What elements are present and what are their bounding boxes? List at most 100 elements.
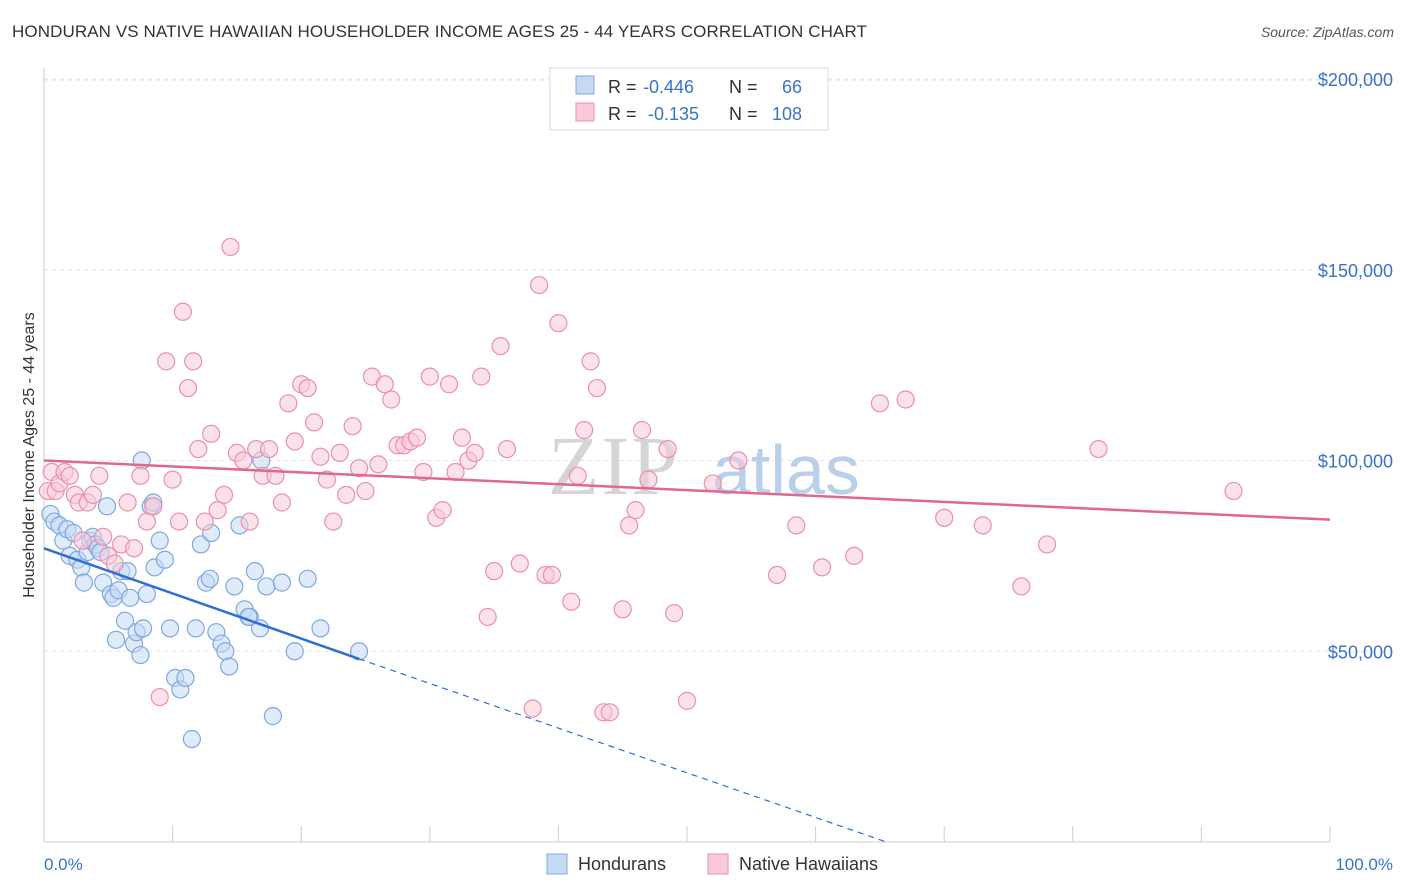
point-native-hawaiians — [562, 592, 581, 611]
point-native-hawaiians — [478, 607, 497, 627]
point-hondurans — [74, 573, 93, 592]
point-native-hawaiians — [184, 352, 203, 371]
stats-n-value-hondurans: 66 — [782, 77, 802, 97]
point-native-hawaiians — [465, 443, 484, 463]
point-native-hawaiians — [620, 516, 639, 535]
y-tick-label: $200,000 — [1318, 70, 1393, 90]
point-native-hawaiians — [787, 516, 806, 535]
stats-swatch-hondurans — [575, 75, 595, 95]
point-hondurans — [133, 619, 153, 638]
point-native-hawaiians — [279, 394, 298, 413]
point-hondurans — [150, 531, 169, 550]
point-native-hawaiians — [491, 336, 510, 356]
y-tick-labels: $50,000 $100,000 $150,000 $200,000 — [1318, 70, 1393, 662]
point-native-hawaiians — [144, 497, 163, 516]
source-label: Source: ZipAtlas.com — [1260, 24, 1394, 40]
stats-n-value-native-hawaiians: 108 — [772, 104, 802, 124]
point-native-hawaiians — [472, 367, 491, 386]
point-native-hawaiians — [575, 420, 594, 440]
point-native-hawaiians — [349, 459, 369, 478]
point-hondurans — [191, 535, 210, 554]
point-native-hawaiians — [189, 439, 208, 459]
point-native-hawaiians — [626, 501, 645, 520]
point-native-hawaiians — [90, 466, 109, 485]
point-native-hawaiians — [208, 501, 227, 520]
point-native-hawaiians — [812, 558, 832, 577]
point-native-hawaiians — [407, 428, 427, 447]
point-hondurans — [160, 619, 180, 638]
point-native-hawaiians — [414, 462, 433, 482]
point-native-hawaiians — [311, 447, 330, 466]
point-native-hawaiians — [285, 432, 304, 451]
stats-n-label-hondurans: N = — [729, 77, 758, 97]
point-hondurans — [285, 642, 304, 661]
point-native-hawaiians — [1089, 439, 1108, 459]
point-native-hawaiians — [639, 470, 658, 489]
point-hondurans — [216, 642, 235, 661]
point-native-hawaiians — [677, 691, 697, 710]
axes — [43, 68, 1331, 843]
point-native-hawaiians — [523, 699, 542, 718]
point-native-hawaiians — [60, 466, 79, 485]
point-hondurans — [106, 630, 126, 649]
stats-r-label-native-hawaiians: R = — [608, 104, 637, 124]
x-tick-label-min: 0.0% — [44, 855, 83, 874]
point-native-hawaiians — [83, 485, 102, 504]
point-native-hawaiians — [613, 600, 632, 619]
point-hondurans — [176, 668, 195, 688]
legend-swatch-native-hawaiians — [707, 853, 729, 875]
y-tick-label: $150,000 — [1318, 261, 1393, 281]
point-native-hawaiians — [356, 481, 375, 501]
stats-r-value-native-hawaiians: -0.135 — [648, 104, 699, 124]
point-native-hawaiians — [452, 428, 472, 447]
trend-lines — [43, 459, 1331, 843]
point-hondurans — [349, 642, 369, 661]
data-points — [38, 237, 1243, 749]
point-native-hawaiians — [317, 470, 337, 489]
point-native-hawaiians — [94, 527, 113, 546]
point-native-hawaiians — [202, 424, 221, 443]
point-native-hawaiians — [105, 554, 124, 573]
point-native-hawaiians — [703, 474, 722, 493]
point-native-hawaiians — [658, 439, 677, 459]
point-hondurans — [257, 577, 276, 596]
point-native-hawaiians — [896, 390, 915, 409]
point-native-hawaiians — [240, 512, 259, 531]
point-hondurans — [263, 707, 283, 726]
point-hondurans — [186, 619, 205, 638]
point-native-hawaiians — [163, 470, 182, 489]
point-hondurans — [245, 562, 265, 581]
point-native-hawaiians — [298, 378, 317, 398]
point-native-hawaiians — [1037, 535, 1057, 554]
point-hondurans — [182, 729, 201, 749]
point-native-hawaiians — [173, 302, 192, 321]
point-native-hawaiians — [169, 512, 189, 531]
point-native-hawaiians — [382, 390, 401, 409]
point-native-hawaiians — [118, 493, 137, 512]
trend-line-hondurans — [43, 547, 360, 661]
watermark: ZIP atlas — [548, 420, 860, 513]
point-native-hawaiians — [214, 485, 234, 504]
point-native-hawaiians — [632, 420, 652, 440]
point-native-hawaiians — [369, 455, 388, 474]
series-legend: Hondurans Native Hawaiians — [546, 853, 878, 875]
point-native-hawaiians — [665, 604, 684, 623]
stats-n-label-native-hawaiians: N = — [729, 104, 758, 124]
point-native-hawaiians — [767, 565, 787, 585]
y-tick-label: $50,000 — [1328, 642, 1393, 662]
point-native-hawaiians — [1224, 481, 1243, 501]
point-native-hawaiians — [510, 554, 529, 573]
stats-swatch-native-hawaiians — [575, 102, 595, 122]
trend-line-native-hawaiians — [43, 459, 1331, 521]
grid-lines — [44, 78, 1395, 652]
point-native-hawaiians — [587, 378, 607, 398]
point-hondurans — [115, 611, 135, 630]
point-native-hawaiians — [420, 367, 439, 386]
point-native-hawaiians — [150, 687, 169, 707]
point-native-hawaiians — [530, 275, 549, 295]
point-native-hawaiians — [304, 413, 324, 432]
point-native-hawaiians — [195, 512, 214, 531]
legend-swatch-hondurans — [546, 853, 568, 875]
trend-line-hondurans-extension — [358, 658, 887, 843]
